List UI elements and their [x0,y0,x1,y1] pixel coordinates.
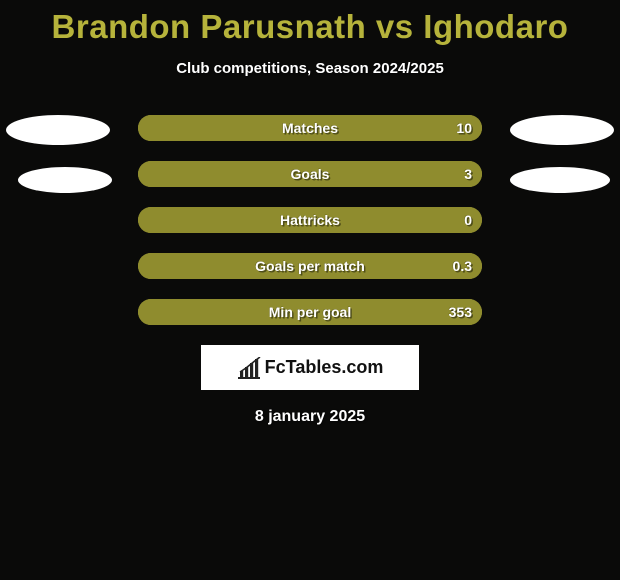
stat-right-value: 0.3 [453,253,472,279]
stat-bar: Min per goal 353 [138,299,482,325]
stat-bar: Goals per match 0.3 [138,253,482,279]
team-left-badge-placeholder [18,167,112,193]
stat-right-value: 353 [449,299,472,325]
snapshot-date: 8 january 2025 [0,408,620,426]
stat-right-value: 0 [464,207,472,233]
page-subtitle: Club competitions, Season 2024/2025 [0,60,620,77]
stat-label: Matches [282,115,338,141]
infographic-root: Brandon Parusnath vs Ighodaro Club compe… [0,0,620,580]
bar-chart-icon [237,357,261,379]
fctables-logo: FcTables.com [201,345,419,390]
page-title: Brandon Parusnath vs Ighodaro [0,0,620,46]
stat-bars: Matches 10 Goals 3 Hattricks 0 Goals per match… [138,115,482,325]
stat-bar: Goals 3 [138,161,482,187]
stat-label: Goals per match [255,253,365,279]
team-right-badge-placeholder [510,167,610,193]
stat-right-value: 10 [456,115,472,141]
comparison-chart: Matches 10 Goals 3 Hattricks 0 Goals per match… [0,115,620,325]
stat-bar: Hattricks 0 [138,207,482,233]
stat-label: Goals [291,161,330,187]
stat-label: Hattricks [280,207,340,233]
stat-right-value: 3 [464,161,472,187]
stat-label: Min per goal [269,299,351,325]
player-right-avatar-placeholder [510,115,614,145]
stat-bar: Matches 10 [138,115,482,141]
player-left-avatar-placeholder [6,115,110,145]
fctables-logo-text: FcTables.com [265,357,384,378]
